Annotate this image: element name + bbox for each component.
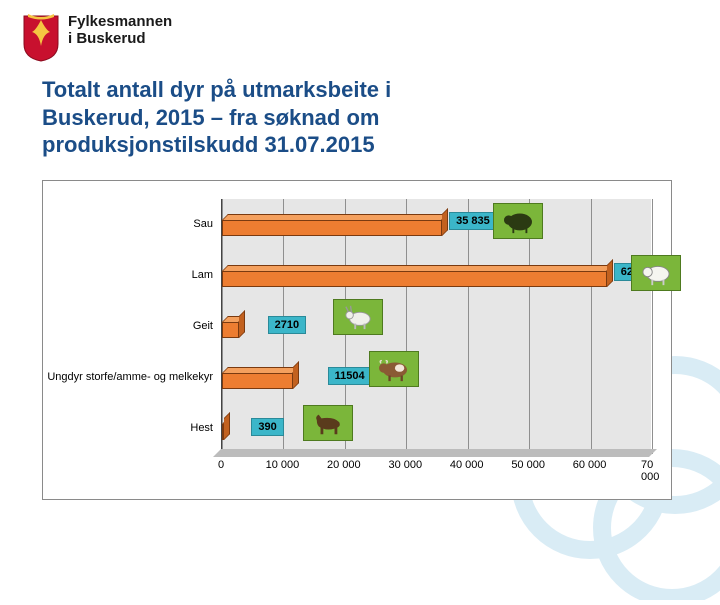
x-tick: 70 000 [641, 459, 661, 483]
sheep-dark-icon [493, 203, 543, 239]
header: Fylkesmannen i Buskerud [0, 0, 720, 62]
bar-goat [222, 316, 239, 338]
category-label: Sau [41, 218, 213, 230]
bar-horse [222, 418, 224, 440]
value-label: 35 835 [449, 212, 497, 230]
page-title: Totalt antall dyr på utmarksbeite i Busk… [0, 62, 720, 159]
title-line-2: Buskerud, 2015 – fra søknad om [42, 104, 680, 132]
category-label: Geit [41, 320, 213, 332]
gridline [406, 199, 407, 454]
value-label: 2710 [268, 316, 306, 334]
lamb-icon [631, 255, 681, 291]
x-tick: 0 [218, 459, 224, 471]
category-label: Lam [41, 269, 213, 281]
x-tick: 20 000 [327, 459, 361, 471]
value-label: 390 [251, 418, 283, 436]
x-tick: 10 000 [266, 459, 300, 471]
org-name: Fylkesmannen i Buskerud [68, 14, 172, 47]
title-line-1: Totalt antall dyr på utmarksbeite i [42, 76, 680, 104]
org-line2: i Buskerud [68, 31, 172, 48]
value-label: 11504 [328, 367, 372, 385]
cow-icon [369, 351, 419, 387]
category-label: Hest [41, 422, 213, 434]
gridline [652, 199, 653, 454]
x-tick: 50 000 [511, 459, 545, 471]
horse-icon [303, 405, 353, 441]
gridline [468, 199, 469, 454]
org-line1: Fylkesmannen [68, 14, 172, 31]
x-tick: 60 000 [573, 459, 607, 471]
bar-chart: Sau Lam Geit Ungdyr storfe/amme- og melkeky… [42, 180, 672, 500]
x-tick: 40 000 [450, 459, 484, 471]
x-tick: 30 000 [388, 459, 422, 471]
title-line-3: produksjonstilskudd 31.07.2015 [42, 131, 680, 159]
bar-sheep-dark [222, 214, 442, 236]
category-label: Ungdyr storfe/amme- og melkekyr [41, 371, 213, 383]
org-shield-icon [22, 14, 60, 62]
bar-lamb [222, 265, 607, 287]
bar-cow [222, 367, 293, 389]
plot-floor [213, 449, 657, 457]
gridline [591, 199, 592, 454]
goat-icon [333, 299, 383, 335]
